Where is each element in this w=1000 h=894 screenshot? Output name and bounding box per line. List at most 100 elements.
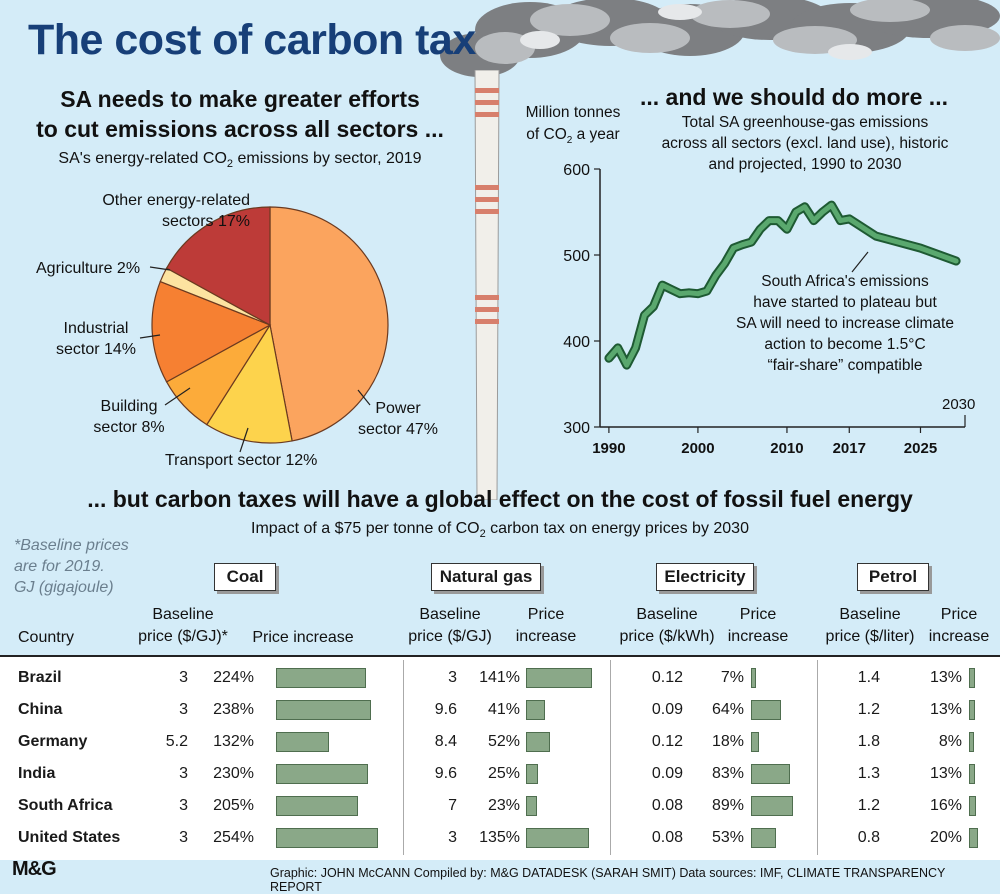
annotation-line-2: have started to plateau but (753, 294, 937, 311)
table-row: Germany 5.2 132% 8.4 52% 0.12 18% 1.8 8% (0, 726, 1000, 758)
coal-increase-label: 205% (213, 797, 254, 814)
gas-increase-label: 23% (487, 797, 520, 814)
coal-baseline-value: 3 (179, 829, 188, 846)
line-ylabel-post: a year (572, 126, 620, 143)
petrol-baseline-value: 1.2 (857, 797, 880, 814)
table-headline: ... but carbon taxes will have a global … (87, 486, 913, 512)
gas-increase-bar (526, 828, 590, 848)
elec-increase-bar (751, 764, 790, 784)
petrol-increase-bar (969, 764, 975, 784)
header-petrol-increase-2: increase (928, 628, 990, 645)
category-coal: Coal (214, 563, 276, 591)
country-name: India (18, 765, 56, 782)
pie-subtitle-pre: SA's energy-related CO (58, 150, 227, 167)
column-separator-1 (403, 660, 404, 855)
country-name: Germany (18, 733, 88, 750)
gas-increase-label: 25% (487, 765, 520, 782)
table-row: China 3 238% 9.6 41% 0.09 64% 1.2 13% (0, 694, 1000, 726)
pie-subtitle: SA's energy-related CO2 emissions by sec… (58, 150, 422, 171)
coal-increase-bar (276, 828, 378, 848)
pie-headline-line-2: to cut emissions across all sectors ... (36, 116, 444, 142)
petrol-increase-bar (969, 668, 975, 688)
coal-baseline-value: 3 (179, 701, 188, 718)
header-petrol-baseline-1: Baseline (839, 606, 901, 623)
header-gas-baseline-1: Baseline (419, 606, 481, 623)
gas-increase-label: 141% (479, 669, 520, 686)
category-natural-gas: Natural gas (431, 563, 541, 591)
table-row: South Africa 3 205% 7 23% 0.08 89% 1.2 16% (0, 790, 1000, 822)
table-header-rule (0, 655, 1000, 657)
coal-increase-bar (276, 732, 329, 752)
elec-baseline-value: 0.08 (651, 829, 683, 846)
elec-baseline-value: 0.09 (651, 701, 683, 718)
header-gas-increase: Price increase (506, 604, 586, 648)
annotation-line-5: “fair-share” compatible (767, 357, 923, 374)
elec-increase-label: 83% (711, 765, 744, 782)
elec-increase-bar (751, 796, 793, 816)
petrol-increase-label: 13% (929, 669, 962, 686)
elec-increase-bar (751, 828, 776, 848)
header-elec-increase-1: Price (739, 606, 777, 623)
x-tick-label: 2025 (904, 440, 937, 457)
coal-increase-bar (276, 764, 368, 784)
header-petrol-baseline: Baseline price ($/liter) (814, 604, 926, 648)
line-annotation: South Africa's emissions have started to… (720, 271, 970, 376)
header-country: Country (18, 629, 75, 646)
petrol-baseline-value: 1.4 (857, 669, 880, 686)
table-body-background (0, 657, 1000, 860)
petrol-increase-label: 20% (929, 829, 962, 846)
pie-slice-industrial-sector (151, 280, 272, 383)
elec-baseline-value: 0.12 (651, 733, 683, 750)
pie-label-building: Building sector 8% (93, 398, 165, 436)
line-ylabel: Million tonnes of CO2 a year (518, 102, 628, 152)
gas-increase-bar (526, 796, 537, 816)
line-subtitle-2: across all sectors (excl. land use), his… (661, 135, 949, 152)
annotation-line-1: South Africa's emissions (761, 273, 929, 290)
gas-baseline-value: 8.4 (434, 733, 457, 750)
elec-increase-bar (751, 668, 756, 688)
line-ylabel-line-2: of CO2 a year (526, 126, 620, 147)
table-row: India 3 230% 9.6 25% 0.09 83% 1.3 13% (0, 758, 1000, 790)
coal-baseline-value: 3 (179, 797, 188, 814)
pie-leader-lines (139, 266, 371, 453)
header-coal-baseline: Baseline price ($/GJ)* (128, 604, 238, 648)
footnote-line-1: *Baseline prices (14, 537, 129, 554)
petrol-increase-label: 13% (929, 701, 962, 718)
y-tick-label: 400 (563, 334, 590, 351)
coal-increase-label: 238% (213, 701, 254, 718)
elec-increase-label: 89% (711, 797, 744, 814)
header-petrol-baseline-2: price ($/liter) (825, 628, 915, 645)
elec-increase-label: 18% (711, 733, 744, 750)
gas-increase-label: 41% (487, 701, 520, 718)
petrol-baseline-value: 1.8 (857, 733, 880, 750)
gas-increase-bar (526, 668, 593, 688)
gas-baseline-value: 9.6 (434, 765, 457, 782)
gas-increase-bar (526, 700, 546, 720)
header-elec-baseline-1: Baseline (636, 606, 698, 623)
pie-slice-transport-sector (205, 323, 293, 444)
category-petrol: Petrol (857, 563, 929, 591)
page-title: The cost of carbon tax (28, 16, 476, 64)
y-tick-label: 600 (563, 162, 590, 179)
line-headline: ... and we should do more ... (640, 84, 948, 110)
elec-increase-label: 7% (720, 669, 744, 686)
header-gas-increase-1: Price (527, 606, 565, 623)
elec-increase-bar (751, 700, 782, 720)
coal-increase-bar (276, 668, 366, 688)
coal-increase-label: 224% (213, 669, 254, 686)
coal-increase-label: 254% (213, 829, 254, 846)
pie-headline: SA needs to make greater efforts to cut … (20, 84, 460, 144)
petrol-increase-bar (969, 796, 977, 816)
gas-baseline-value: 3 (448, 669, 457, 686)
elec-baseline-value: 0.08 (651, 797, 683, 814)
x-tick-label: 2000 (681, 440, 714, 457)
elec-increase-bar (751, 732, 760, 752)
country-name: South Africa (18, 797, 113, 814)
pie-label-transport: Transport sector 12% (165, 452, 318, 469)
x-tick-label: 1990 (592, 440, 625, 457)
gas-increase-label: 135% (479, 829, 520, 846)
country-name: United States (18, 829, 121, 846)
header-elec-increase-2: increase (727, 628, 789, 645)
header-coal-baseline-2: price ($/GJ)* (138, 628, 228, 645)
table-row: United States 3 254% 3 135% 0.08 53% 0.8 20% (0, 822, 1000, 854)
